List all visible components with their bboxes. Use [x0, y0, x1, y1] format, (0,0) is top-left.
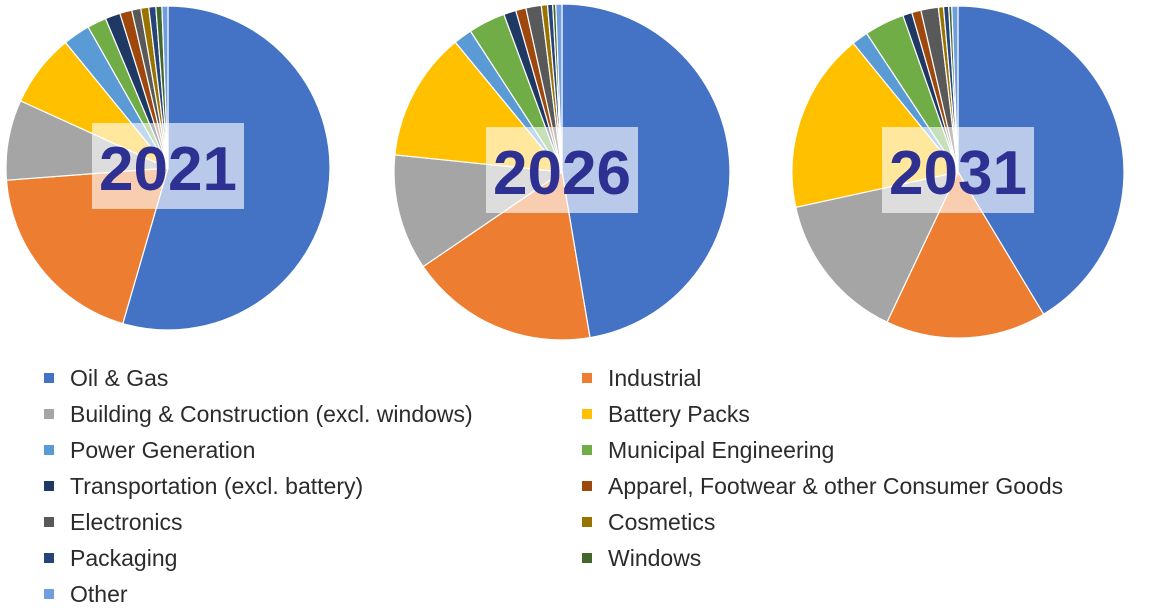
pie-slice-oil-gas	[561, 3, 731, 339]
legend-label: Battery Packs	[608, 400, 750, 427]
year-label-box	[92, 123, 244, 209]
legend-swatch	[44, 589, 54, 599]
legend-swatch	[582, 373, 592, 383]
legend-label: Packaging	[70, 544, 178, 571]
legend-swatch	[44, 409, 54, 419]
legend-label: Windows	[608, 544, 702, 571]
legend-item-battery-packs: Battery Packs	[582, 396, 1063, 432]
legend-column-left: Oil & Gas Building & Construction (excl.…	[44, 360, 473, 612]
legend-label: Electronics	[70, 508, 183, 535]
pie-slice-industrial	[422, 170, 591, 341]
legend-label: Transportation (excl. battery)	[70, 472, 364, 499]
legend-swatch	[582, 481, 592, 491]
pie-chart-2031: 2031	[791, 5, 1125, 339]
legend-label: Industrial	[608, 364, 702, 391]
legend-item-building-construction: Building & Construction (excl. windows)	[44, 396, 473, 432]
legend-item-windows: Windows	[582, 540, 1063, 576]
legend-item-municipal-engineering: Municipal Engineering	[582, 432, 1063, 468]
legend-swatch	[44, 445, 54, 455]
legend-swatch	[44, 553, 54, 563]
legend-swatch	[582, 409, 592, 419]
year-label: 2021	[99, 135, 237, 204]
legend-label: Municipal Engineering	[608, 436, 835, 463]
pie-chart-2026: 2026	[393, 3, 731, 341]
legend-label: Apparel, Footwear & other Consumer Goods	[608, 472, 1064, 499]
legend-swatch	[44, 517, 54, 527]
legend-swatch	[582, 517, 592, 527]
pie-charts-panel: 2021 2026 2031	[5, 3, 1125, 341]
legend-item-industrial: Industrial	[582, 360, 1063, 396]
legend-label: Other	[70, 580, 128, 607]
year-label: 2031	[889, 139, 1027, 208]
pie-slice-industrial	[886, 170, 1045, 339]
year-label-box	[882, 127, 1034, 213]
legend-item-apparel: Apparel, Footwear & other Consumer Goods	[582, 468, 1063, 504]
year-label-box	[486, 127, 638, 213]
legend-item-other: Other	[44, 576, 473, 612]
legend-item-packaging: Packaging	[44, 540, 473, 576]
legend-label: Oil & Gas	[70, 364, 169, 391]
legend-column-right: Industrial Battery Packs Municipal Engin…	[582, 360, 1063, 576]
legend-label: Power Generation	[70, 436, 256, 463]
legend-item-power-generation: Power Generation	[44, 432, 473, 468]
legend-swatch	[582, 445, 592, 455]
legend-item-oil-gas: Oil & Gas	[44, 360, 473, 396]
legend-swatch	[44, 373, 54, 383]
legend-swatch	[44, 481, 54, 491]
legend-swatch	[582, 553, 592, 563]
legend-item-cosmetics: Cosmetics	[582, 504, 1063, 540]
year-label: 2026	[493, 139, 631, 208]
legend-item-transportation: Transportation (excl. battery)	[44, 468, 473, 504]
legend-item-electronics: Electronics	[44, 504, 473, 540]
pie-slice-oil-gas	[957, 5, 1125, 316]
legend-label: Building & Construction (excl. windows)	[70, 400, 473, 427]
pie-chart-2021: 2021	[5, 5, 331, 331]
legend-label: Cosmetics	[608, 508, 716, 535]
